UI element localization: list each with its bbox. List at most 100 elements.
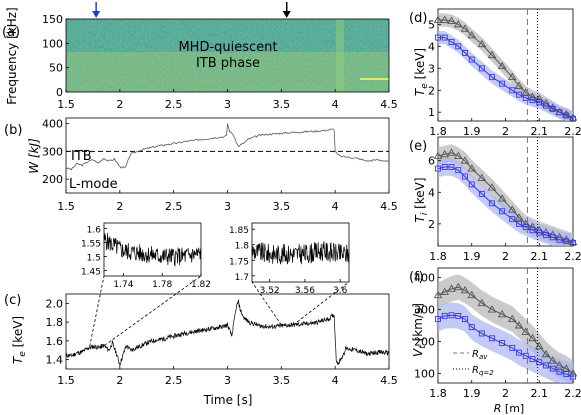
(d)-square-point	[462, 49, 468, 56]
(d)-x-label: 2.2	[564, 125, 581, 138]
(f)-triangle-point	[534, 341, 544, 350]
(f)-triangle-point	[514, 321, 524, 329]
a-x-label: 3	[224, 98, 231, 111]
a-x-label: 1.5	[57, 98, 75, 111]
(e)-triangle-point	[447, 148, 456, 156]
(e)-x-label: 1.8	[429, 250, 447, 263]
(f)-triangle-point	[541, 349, 551, 358]
(f)-triangle-point	[548, 356, 558, 364]
inset-2-y-label: 1.85	[229, 226, 249, 236]
(e)-triangle-point	[477, 173, 487, 182]
(d)-triangle-point	[447, 16, 456, 25]
(e)-band-1	[438, 144, 573, 246]
panel-f-plot: 1.8 1.9 2 2.1 2.2 100 200 300 400	[414, 267, 581, 400]
b-y-label: 200	[42, 173, 63, 186]
c-x-label: 3.5	[273, 374, 291, 387]
a-x-label: 4.5	[380, 98, 398, 111]
(d)-square-point	[529, 97, 536, 104]
te-axis-label: Te [keV]	[11, 316, 28, 364]
(d)-square-point	[536, 99, 543, 106]
(d)-triangle-point	[460, 24, 470, 32]
(e)-y-label: 6	[428, 155, 435, 168]
(f)-triangle-point	[555, 361, 564, 369]
zoom-line-4	[292, 281, 350, 326]
(d)-y-label: 4	[428, 40, 435, 53]
(d)-square-point	[516, 91, 522, 98]
(f)-triangle-point	[528, 333, 537, 342]
(e)-triangle-point	[521, 219, 531, 227]
(e)-square-point	[556, 236, 563, 243]
panel-c-frame	[65, 293, 390, 370]
mhd-label-2: ITB phase	[196, 56, 260, 71]
(d)-square-point	[570, 115, 576, 122]
(f)-x-label: 1.9	[463, 387, 481, 400]
spectrogram-burst	[336, 19, 344, 92]
(d)-triangle-point	[467, 30, 477, 39]
legend-rq2-label: Rq=2	[472, 365, 494, 377]
r-axis-label: R [m]	[494, 402, 524, 415]
(f)-square-point	[543, 362, 549, 369]
spectrogram-line	[360, 78, 389, 80]
(f)-square-point	[448, 312, 455, 319]
b-x-label: 3	[224, 200, 231, 213]
zoom-line-1	[89, 275, 105, 347]
inset-2-series-line	[251, 241, 350, 265]
(f)-triangle-point	[568, 369, 578, 377]
(e)-band-2	[438, 158, 573, 246]
(f)-triangle-point	[467, 290, 477, 299]
a-y-label: 0	[56, 86, 63, 99]
(e)-triangle-point	[440, 149, 450, 158]
(f)-square-point	[455, 312, 462, 319]
inset-2-y-label: 1.7	[235, 273, 249, 283]
(d)-triangle-point	[497, 61, 507, 70]
zoom-connector-lines	[89, 275, 350, 349]
panel-b-plot: 1.5 2 2.5 3 3.5 4 4.5 200 300 400	[42, 118, 398, 213]
(f)-square-point	[499, 340, 506, 347]
c-x-label: 4.5	[380, 374, 398, 387]
inset-1-frame	[103, 222, 202, 277]
spectrogram-lowband	[66, 52, 389, 92]
(d)-y-label: 3	[428, 62, 435, 75]
a-y-label: 100	[42, 37, 63, 50]
(d)-x-label: 1.9	[463, 125, 481, 138]
(e)-series-2-line	[437, 166, 574, 244]
b-x-label: 1.5	[57, 200, 75, 213]
(f)-square-point	[435, 316, 441, 323]
(d)-square-point	[499, 80, 506, 87]
a-x-label: 3.5	[273, 98, 291, 111]
(f)-triangle-point	[460, 285, 470, 294]
(f)-triangle-point	[453, 282, 463, 291]
panel-a-letter: (a)	[2, 25, 20, 40]
(f)-y-label: 300	[414, 304, 435, 317]
c-x-label: 2	[116, 374, 123, 387]
(f)-square-point	[536, 359, 543, 366]
c-x-label: 2.5	[165, 374, 183, 387]
(f)-series-1-line	[437, 286, 574, 374]
inset-1-x-label: 1.82	[191, 280, 211, 290]
(f)-square-point	[549, 365, 556, 372]
(e)-triangle-point	[487, 183, 497, 191]
a-x-label: 4	[332, 98, 339, 111]
profile-legend: Rav Rq=2	[453, 349, 494, 377]
inset-1-plot: 1.74 1.78 1.82 1.45 1.5 1.55 1.6	[81, 226, 211, 290]
(f)-square-point	[509, 344, 516, 351]
time-axis-label: Time [s]	[203, 393, 253, 407]
(e)-square-point	[455, 167, 462, 174]
panel-c: (c) Te [keV] 1.5 2 2.5 3 3.5 4 4.5 1.4 1.6 1.8 2.0…	[4, 275, 398, 407]
(d)-triangle-point	[528, 92, 537, 100]
w-series-line	[65, 123, 390, 171]
(d)-x-label: 2.1	[531, 125, 549, 138]
(e)-x-label: 2	[502, 250, 509, 263]
(f)-triangle-point	[497, 309, 507, 318]
(d)-square-point	[435, 34, 441, 41]
(f)-square-point	[468, 324, 475, 331]
a-y-label: 150	[42, 13, 63, 26]
(f)-triangle-point	[477, 298, 487, 307]
(e)-square-point	[563, 238, 570, 245]
mhd-label-1: MHD-quiescent	[178, 40, 277, 55]
(e)-triangle-point	[507, 205, 517, 213]
(d)-y-label: 5	[428, 18, 435, 31]
(f)-x-label: 1.8	[429, 387, 447, 400]
(f)-square-point	[522, 352, 529, 359]
(f)-x-label: 2.2	[564, 387, 581, 400]
